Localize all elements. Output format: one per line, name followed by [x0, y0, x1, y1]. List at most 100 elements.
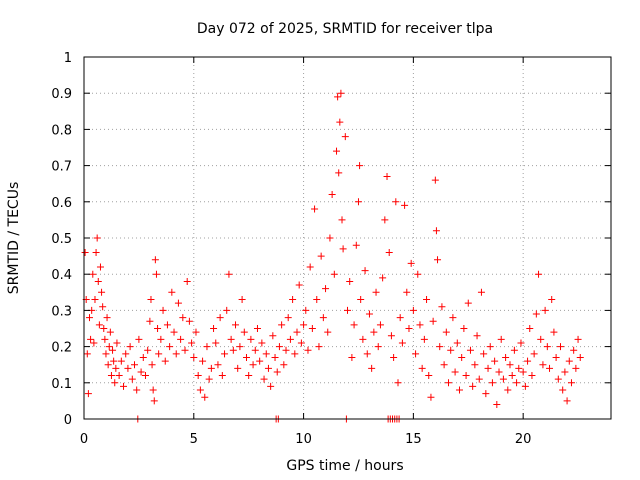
data-point	[504, 386, 512, 394]
data-point	[493, 401, 501, 409]
data-point	[94, 277, 102, 285]
data-point	[177, 335, 185, 343]
y-tick-label: 0.7	[51, 160, 72, 175]
data-point	[563, 397, 571, 405]
data-point	[199, 357, 207, 365]
data-point	[460, 325, 468, 332]
data-point	[133, 386, 141, 394]
data-point	[201, 393, 209, 401]
y-tick-label: 0.5	[51, 232, 72, 247]
data-point	[251, 346, 259, 354]
data-point	[210, 325, 218, 332]
x-tick-label: 15	[405, 432, 422, 447]
data-point	[179, 314, 187, 322]
y-tick-label: 0.2	[51, 341, 72, 356]
data-point	[543, 343, 551, 351]
data-point	[521, 382, 529, 390]
data-point	[223, 306, 231, 314]
ticks-layer: 00.10.20.30.40.50.60.70.80.910 5 10 15 20	[51, 51, 611, 447]
data-point	[247, 335, 255, 343]
data-point	[137, 368, 145, 376]
data-point	[100, 325, 108, 332]
data-point	[284, 314, 292, 322]
data-point	[278, 321, 286, 329]
y-tick-label: 0.1	[51, 377, 72, 392]
data-point	[418, 364, 426, 372]
data-point	[315, 343, 323, 351]
data-point	[326, 234, 334, 242]
data-point	[403, 288, 411, 296]
data-point	[499, 375, 507, 383]
data-point	[163, 321, 171, 329]
data-point	[556, 343, 564, 351]
data-point	[339, 245, 347, 253]
data-point	[203, 343, 211, 351]
data-point	[236, 343, 244, 351]
data-point	[117, 357, 125, 365]
data-point	[90, 339, 98, 347]
data-point	[405, 325, 413, 332]
data-point	[374, 343, 382, 351]
data-point	[432, 227, 440, 235]
grid-layer	[84, 57, 611, 419]
data-point	[429, 317, 437, 325]
data-point	[524, 357, 532, 365]
data-point	[442, 328, 450, 336]
data-point	[146, 317, 154, 325]
data-point	[269, 332, 277, 340]
data-point	[334, 93, 342, 101]
data-point	[152, 270, 160, 278]
data-point	[96, 263, 104, 271]
data-point	[482, 390, 490, 398]
data-point	[322, 285, 330, 293]
data-point	[535, 270, 543, 278]
data-point	[253, 325, 261, 332]
data-point	[238, 296, 246, 304]
data-point	[506, 361, 514, 369]
data-point	[440, 361, 448, 369]
data-point	[453, 339, 461, 347]
data-point	[359, 335, 367, 343]
data-point	[354, 198, 362, 206]
data-point	[409, 306, 417, 314]
data-point	[150, 397, 158, 405]
data-point	[368, 364, 376, 372]
data-point	[256, 357, 264, 365]
data-point	[234, 364, 242, 372]
data-point	[207, 364, 215, 372]
data-point	[295, 281, 303, 289]
data-point	[344, 306, 351, 314]
data-point	[172, 350, 180, 358]
x-tick-label: 0	[80, 432, 88, 447]
data-point	[335, 169, 343, 177]
data-points-layer	[81, 89, 584, 423]
data-point	[361, 267, 369, 275]
x-tick-label: 5	[190, 432, 198, 447]
data-point	[112, 364, 120, 372]
data-point	[293, 328, 301, 336]
data-point	[190, 353, 198, 361]
data-point	[541, 306, 549, 314]
data-point	[324, 328, 332, 336]
data-point	[101, 335, 109, 343]
data-point	[427, 393, 435, 401]
data-point	[147, 296, 155, 304]
data-point	[559, 386, 567, 394]
data-point	[205, 375, 213, 383]
data-point	[181, 346, 189, 354]
data-point	[103, 314, 111, 322]
data-point	[333, 147, 341, 155]
data-point	[87, 335, 95, 343]
data-point	[469, 382, 477, 390]
data-point	[508, 372, 516, 380]
data-point	[304, 346, 312, 354]
y-tick-label: 0.3	[51, 304, 72, 319]
data-point	[491, 357, 499, 365]
data-point	[530, 350, 538, 358]
data-point	[570, 346, 578, 354]
data-point	[477, 288, 485, 296]
data-point	[120, 382, 128, 390]
data-point	[394, 379, 402, 387]
data-point	[471, 361, 479, 369]
data-point	[517, 339, 525, 347]
